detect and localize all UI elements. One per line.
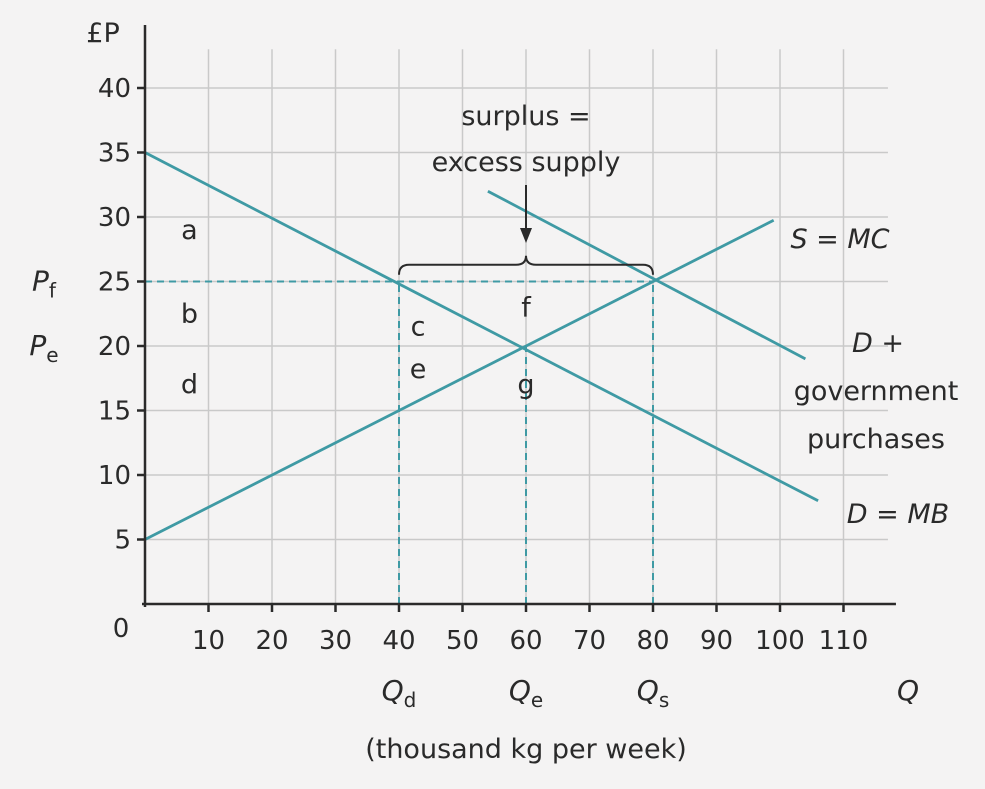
price-label-e: Pe [29, 329, 58, 367]
region-label-g: g [517, 370, 534, 401]
dashed-guides [145, 280, 654, 604]
quantity-label-d: Qd [382, 674, 417, 712]
region-label-a: a [181, 215, 198, 246]
y-tick-label-10: 10 [98, 461, 131, 491]
region-label-c: c [411, 312, 426, 343]
surplus-text-line1: surplus = [461, 101, 590, 132]
region-label-f: f [521, 292, 532, 323]
y-axis-title: £P [86, 18, 119, 49]
y-tick-label-40: 40 [98, 74, 131, 104]
surplus-text-line2: excess supply [432, 147, 621, 178]
surplus-arrow-head [520, 228, 532, 243]
x-tick-label-110: 110 [819, 626, 869, 656]
label-supply-mc: S = MC [790, 224, 889, 255]
x-tick-label-60: 60 [509, 626, 542, 656]
x-tick-label-50: 50 [446, 626, 479, 656]
label-demand-gov-line2: government [794, 376, 959, 407]
supply-mc-line [144, 218, 775, 541]
x-tick-label-20: 20 [255, 626, 288, 656]
label-demand-gov-line1: D + [852, 328, 904, 359]
y-tick-label-5: 5 [114, 526, 131, 556]
x-tick-label-90: 90 [700, 626, 733, 656]
x-tick-label-70: 70 [573, 626, 606, 656]
region-label-d: d [181, 370, 198, 401]
curves [144, 151, 819, 541]
quantity-label-e: Qe [509, 674, 543, 712]
y-tick-label-15: 15 [98, 397, 131, 427]
surplus-brace [398, 255, 654, 275]
x-tick-label-40: 40 [382, 626, 415, 656]
y-tick-label-30: 30 [98, 203, 131, 233]
y-tick-label-35: 35 [98, 139, 131, 169]
demand-mb-line [144, 151, 819, 503]
y-tick-label-20: 20 [98, 332, 131, 362]
x-tick-label-10: 10 [192, 626, 225, 656]
y-tick-label-25: 25 [98, 268, 131, 298]
x-axis-units: (thousand kg per week) [365, 734, 687, 765]
origin-label: 0 [113, 614, 130, 644]
labels: 5 10 15 20 25 30 35 40 10 20 30 40 50 60 70 80 90 100 110 0… [29, 18, 958, 765]
price-label-f: Pf [32, 265, 57, 303]
grid [145, 49, 888, 604]
x-tick-label-30: 30 [319, 626, 352, 656]
region-label-b: b [181, 299, 198, 330]
x-tick-label-100: 100 [755, 626, 805, 656]
axes [137, 25, 896, 612]
quantity-label-s: Qs [637, 674, 669, 712]
label-demand-mb: D = MB [847, 499, 949, 530]
demand-plus-gov-line [487, 189, 807, 361]
x-tick-label-80: 80 [636, 626, 669, 656]
region-label-e: e [410, 354, 427, 385]
label-demand-gov-line3: purchases [807, 424, 945, 455]
x-axis-title: Q [897, 674, 919, 707]
